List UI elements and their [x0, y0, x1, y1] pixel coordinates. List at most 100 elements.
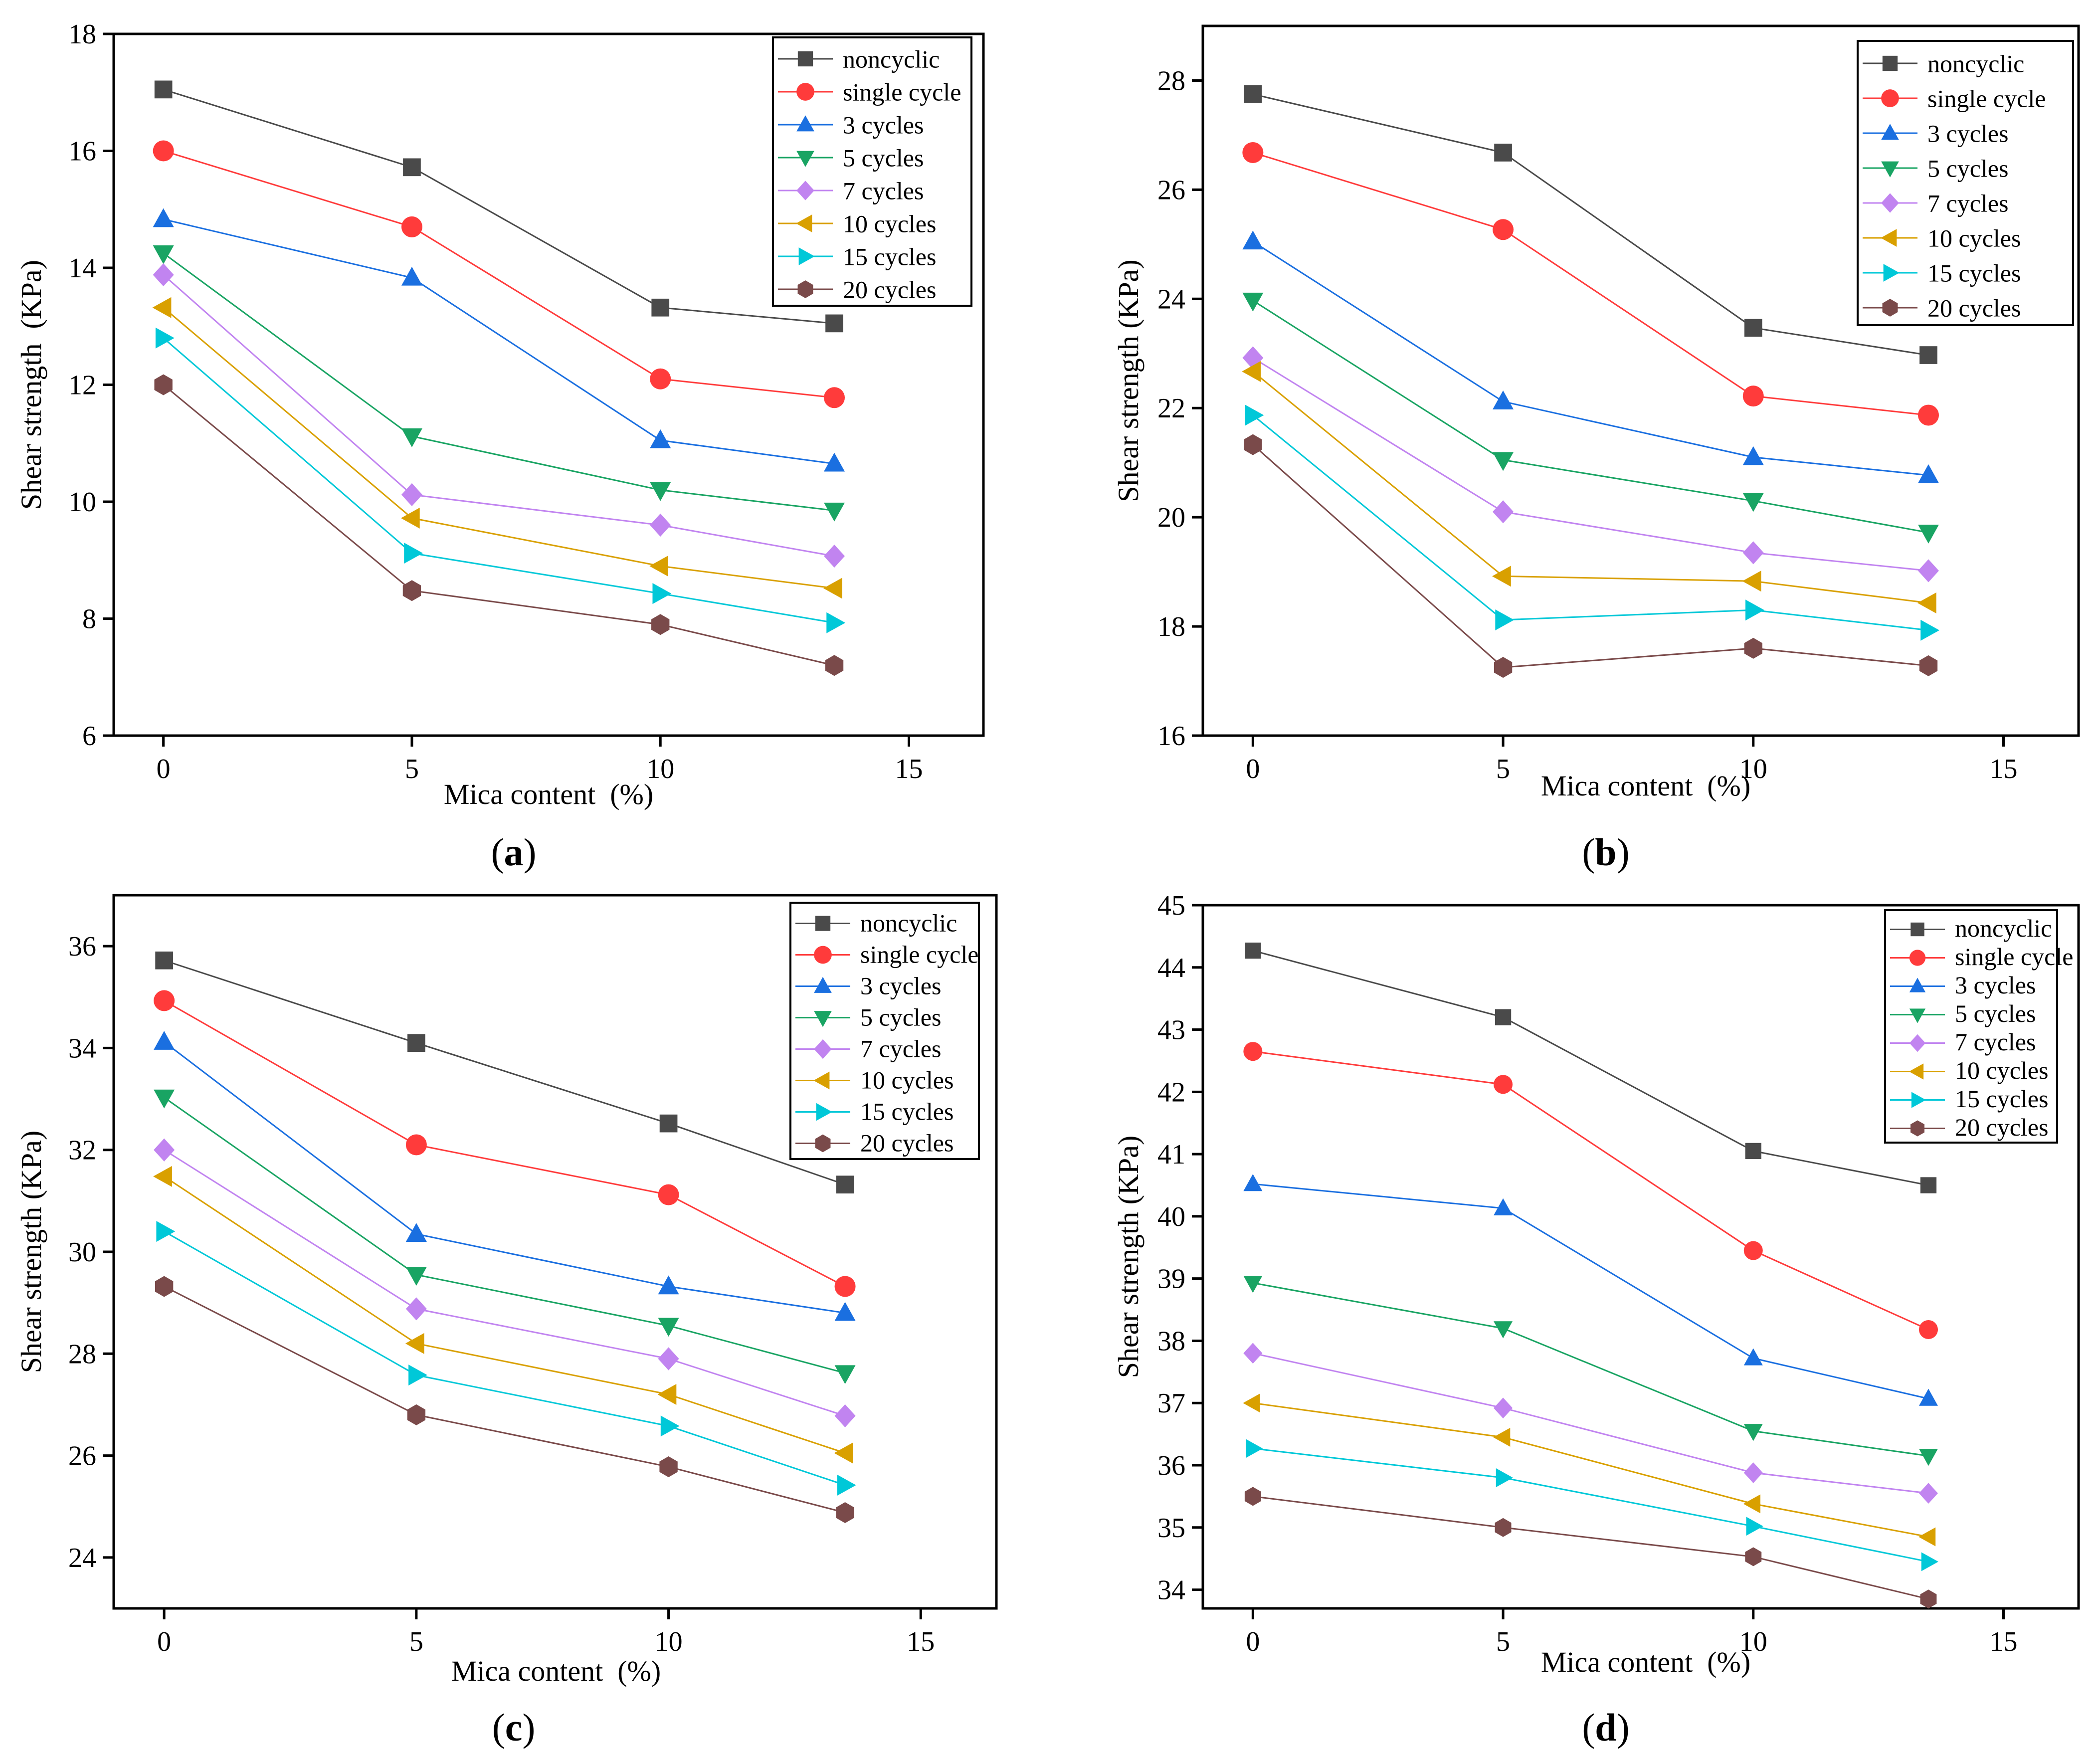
series-d-3 [1243, 1276, 1938, 1466]
legend-label-b-2: 3 cycles [1927, 120, 2008, 148]
plot-frame-d [1201, 904, 2080, 1610]
y-tick-label-d-42: 42 [1157, 1077, 1185, 1108]
legend-marker-d-5 [1909, 1063, 1924, 1080]
series-line-a-1 [163, 150, 835, 398]
series-line-d-1 [1253, 1050, 1929, 1331]
point-c-7-0 [155, 1276, 174, 1297]
series-a-3 [153, 245, 845, 522]
legend-marker-a-2 [796, 115, 814, 132]
legend-label-d-3: 5 cycles [1955, 999, 2036, 1027]
panel-label-close-a: ) [524, 830, 537, 874]
point-d-5-0 [1243, 1393, 1260, 1413]
legend-a: noncyclic single cycle 3 cycles 5 cycles 7 c… [772, 36, 972, 307]
point-a-1-3 [824, 387, 845, 408]
point-c-1-3 [834, 1276, 856, 1297]
panel-label-open-d: ( [1582, 1706, 1595, 1749]
series-line-b-0 [1253, 93, 1929, 356]
point-c-7-1 [407, 1404, 426, 1425]
point-a-5-3 [823, 578, 842, 599]
legend-label-c-3: 5 cycles [860, 1003, 941, 1031]
x-axis-label-c: Mica content (%) [451, 1655, 661, 1687]
series-line-a-2 [163, 218, 835, 465]
point-b-7-3 [1919, 655, 1938, 676]
panel-label-a: (a) [491, 830, 537, 874]
point-a-4-0 [153, 263, 174, 287]
legend-marker-b-2 [1881, 124, 1899, 140]
legend-marker-b-5 [1881, 229, 1897, 247]
point-b-4-2 [1742, 541, 1764, 565]
series-line-d-6 [1253, 1447, 1929, 1563]
series-line-d-0 [1252, 950, 1929, 1186]
point-c-1-0 [154, 990, 175, 1011]
point-b-5-0 [1242, 361, 1261, 382]
point-a-5-2 [649, 555, 668, 577]
point-d-0-2 [1745, 1143, 1761, 1160]
series-a-7 [154, 374, 844, 676]
point-d-4-3 [1918, 1483, 1938, 1504]
panel-label-b: (b) [1582, 830, 1629, 874]
point-d-3-2 [1743, 1424, 1763, 1441]
legend-label-c-1: single cycle [860, 941, 978, 969]
y-tick-label-c-28: 28 [68, 1339, 96, 1370]
y-axis-label-a: Shear strength (KPa) [15, 260, 47, 510]
panel-label-letter-b: b [1595, 830, 1616, 874]
x-tick-label-a-10: 10 [646, 754, 674, 784]
legend-label-c-5: 10 cycles [860, 1066, 954, 1094]
series-line-c-3 [164, 1097, 845, 1374]
legend-marker-d-6 [1911, 1092, 1926, 1108]
panel-c: 0 5 10 15 24 26 28 30 32 34 36 Mica content (%) Shea… [15, 894, 998, 1749]
series-a-4 [153, 263, 845, 568]
plot-frame-b [1201, 24, 2080, 737]
x-tick-label-b-5: 5 [1496, 754, 1510, 784]
x-tick-label-c-0: 0 [157, 1626, 171, 1657]
series-a-1 [153, 140, 845, 408]
point-d-6-1 [1496, 1468, 1514, 1487]
legend-label-c-2: 3 cycles [860, 972, 941, 1000]
legend-marker-d-4 [1909, 1034, 1926, 1052]
point-c-7-2 [659, 1456, 678, 1478]
point-b-4-1 [1493, 500, 1514, 524]
legend-marker-a-1 [796, 83, 814, 101]
series-c-7 [155, 1276, 854, 1523]
series-c-5 [153, 1166, 853, 1464]
legend-label-b-3: 5 cycles [1927, 155, 2008, 183]
y-tick-label-b-16: 16 [1157, 721, 1185, 752]
x-tick-label-d-15: 15 [1989, 1626, 2017, 1657]
legend-label-a-5: 10 cycles [843, 210, 936, 238]
x-axis-label-b: Mica content (%) [1541, 770, 1750, 802]
point-c-1-1 [405, 1134, 427, 1156]
series-line-b-7 [1252, 444, 1929, 668]
series-c-0 [155, 951, 854, 1194]
legend-marker-a-4 [796, 181, 814, 200]
point-d-0-3 [1920, 1177, 1937, 1193]
legend-marker-c-6 [816, 1103, 832, 1121]
point-d-3-3 [1918, 1449, 1938, 1466]
legend-marker-b-4 [1881, 193, 1899, 213]
y-tick-label-c-36: 36 [68, 931, 96, 962]
legend-label-a-6: 15 cycles [843, 243, 936, 271]
legend-marker-d-7 [1910, 1120, 1924, 1137]
legend-marker-d-1 [1909, 950, 1926, 966]
panel-label-open-b: ( [1582, 830, 1595, 874]
legend-marker-a-7 [797, 280, 813, 298]
point-c-3-2 [658, 1318, 679, 1337]
point-d-0-0 [1245, 942, 1261, 959]
legend-label-a-1: single cycle [843, 78, 961, 106]
point-b-2-0 [1242, 230, 1264, 250]
series-line-b-1 [1252, 152, 1929, 416]
point-a-3-2 [650, 482, 671, 501]
series-b-0 [1244, 85, 1937, 364]
legend-marker-b-0 [1882, 55, 1898, 71]
series-line-c-7 [164, 1286, 845, 1514]
y-tick-label-d-44: 44 [1157, 953, 1185, 983]
legend-label-b-0: noncyclic [1927, 50, 2024, 78]
panel-label-close-b: ) [1617, 830, 1630, 874]
series-c-1 [154, 990, 856, 1297]
x-tick-label-a-5: 5 [405, 754, 419, 784]
series-c-6 [156, 1221, 856, 1496]
point-c-0-1 [407, 1034, 425, 1052]
y-tick-label-b-18: 18 [1157, 611, 1185, 642]
series-line-b-6 [1252, 414, 1929, 631]
point-d-6-3 [1921, 1552, 1938, 1571]
y-tick-label-b-24: 24 [1157, 284, 1185, 315]
